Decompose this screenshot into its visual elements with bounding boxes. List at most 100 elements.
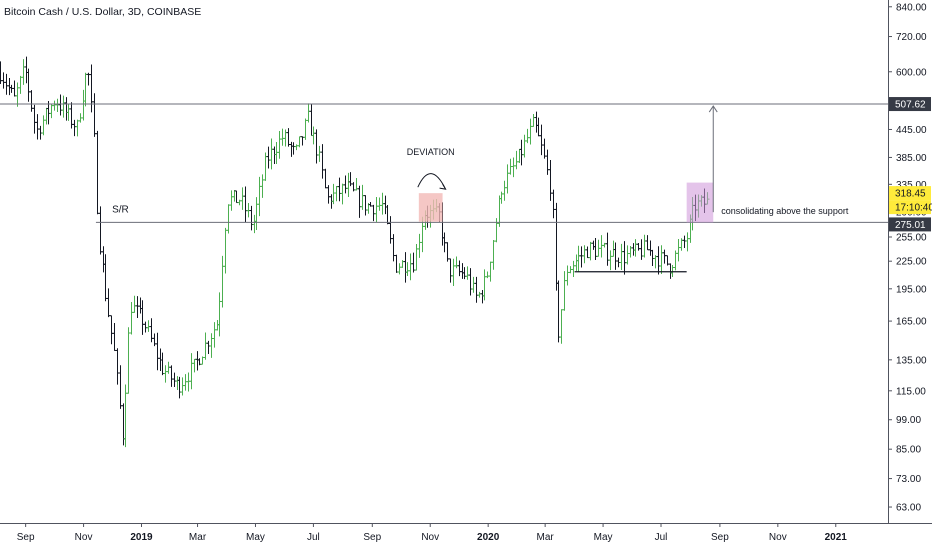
ohlc-bar [226,204,231,234]
ohlc-bar [12,80,17,97]
deviation-label: DEVIATION [407,147,455,157]
ohlc-bar [95,130,100,215]
ohlc-bar [357,185,362,218]
ohlc-bar [405,262,410,276]
ohlc-bar [377,197,382,211]
price-tick-label: 165.00 [896,317,927,328]
support-price-tag[interactable]: 275.01 [889,217,931,232]
ohlc-bar [613,242,618,270]
ohlc-bar [66,104,71,121]
consolidation-label: consolidating above the support [721,206,849,216]
ohlc-bar [528,118,533,145]
ohlc-bar [297,136,302,148]
ohlc-bar [143,321,148,333]
ohlc-bar [417,233,422,258]
ohlc-bar [260,174,265,198]
ohlc-bar [206,340,211,354]
ohlc-bar [126,327,131,394]
ohlc-bar [608,250,613,271]
ohlc-bar [385,204,390,225]
price-tick-label: 73.00 [896,474,921,485]
ohlc-bar [192,358,197,373]
ohlc-bar [374,197,379,223]
ohlc-bar [511,157,516,178]
price-tick-label: 445.00 [896,125,927,136]
ohlc-bar [1,72,6,89]
resistance-price-tag-bg [889,97,931,112]
time-tick-label: Jul [655,532,668,543]
ohlc-bar [58,94,63,116]
time-axis[interactable]: Sep Nov 2019 Mar May Jul Sep Nov 2020 Mar May Jul Se… [0,523,932,543]
ohlc-bar [309,104,314,137]
ohlc-bar [183,374,188,391]
ohlc-bar [326,185,331,204]
ohlc-bar [229,190,234,211]
price-axis-background [888,0,932,550]
time-tick-label: Sep [711,532,729,543]
ohlc-bar [4,73,9,95]
ohlc-bar [240,187,245,210]
countdown-tag[interactable]: 17:10:40 [889,200,932,215]
ohlc-bar [482,269,487,301]
ohlc-bar [291,142,296,155]
price-tick-label: 115.00 [896,386,926,397]
ohlc-bar [588,241,593,261]
ohlc-bar [146,320,151,332]
ohlc-bar [343,175,348,194]
ohlc-bar [480,289,485,304]
time-tick-label: 2021 [825,532,848,543]
ohlc-bar [636,243,641,251]
ohlc-bar [556,280,561,343]
price-axis[interactable]: 840.00720.00600.00515.00445.00385.00335.… [888,0,932,550]
time-tick-label: Mar [537,532,555,543]
ohlc-bar [180,377,185,396]
ohlc-bar [514,150,519,170]
ohlc-bar [274,142,279,165]
ohlc-bar [551,189,556,219]
ohlc-bar [52,100,57,111]
price-tick-label: 255.00 [896,233,927,244]
ohlc-bar [18,75,23,94]
ohlc-bar [363,195,368,216]
ohlc-bar [311,126,316,145]
price-tick-label: 135.00 [896,355,927,366]
ohlc-bar [7,78,12,96]
ohlc-bar [531,114,536,127]
ohlc-bar [306,103,311,123]
ohlc-bar [232,190,237,202]
price-tick-label: 720.00 [896,32,927,43]
ohlc-bar [317,145,322,162]
resistance-price-tag[interactable]: 507.62 [889,97,931,112]
ohlc-bar [625,245,630,265]
ohlc-bar [98,206,103,255]
price-tick-label: 385.00 [896,153,927,164]
current-price-tag[interactable]: 318.45 [889,186,931,201]
ohlc-bar [457,260,462,277]
ohlc-bar [591,240,596,250]
ohlc-bar [611,240,616,257]
ohlc-bar [554,202,559,291]
chart-annotations: S/R DEVIATION consolidating above the supp… [0,103,888,273]
ohlc-bar [619,243,624,270]
ohlc-bar [656,246,661,275]
ohlc-bar [408,253,413,281]
ohlc-bar [175,376,180,390]
countdown-tag-bg [889,200,931,215]
time-tick-label: Jul [307,532,320,543]
ohlc-bar [160,352,165,376]
ohlc-bar [272,146,277,165]
price-tick-label: 840.00 [896,2,927,13]
ohlc-bar [320,144,325,179]
ohlc-bar [631,243,636,256]
ohlc-bar [112,322,117,351]
price-tick-label: 85.00 [896,445,921,456]
ohlc-bar [269,138,274,170]
ohlc-bar [303,118,308,140]
ohlc-bar [388,216,393,244]
ohlc-bar [61,95,66,118]
ohlc-bar [81,89,86,121]
ohlc-bar [579,246,584,268]
ohlc-bar [454,256,459,269]
ohlc-bar [15,82,20,107]
